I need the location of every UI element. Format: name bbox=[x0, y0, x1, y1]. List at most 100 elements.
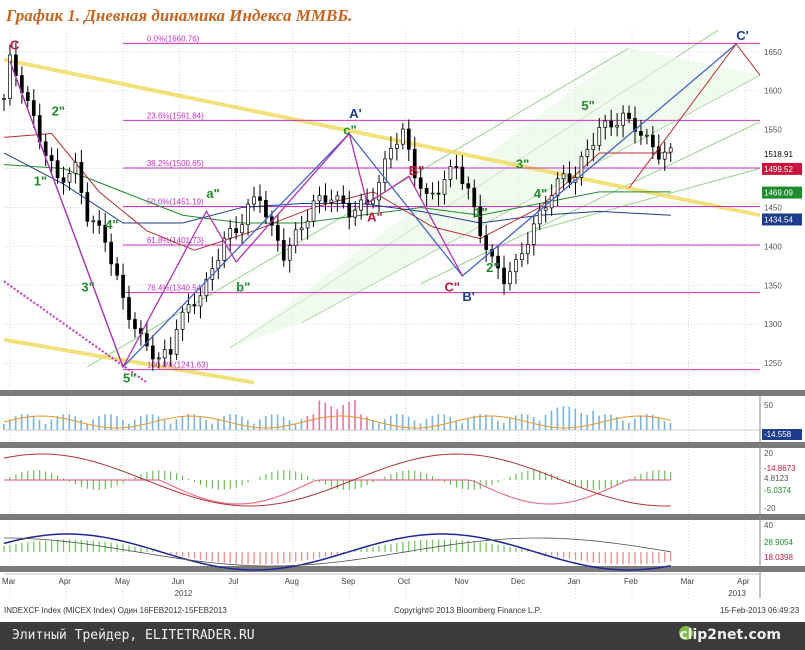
x-tick-Oct-7: Oct bbox=[398, 577, 411, 586]
p1-bar-83 bbox=[497, 420, 499, 430]
p1-bar-99 bbox=[592, 410, 594, 430]
y-tick-1550: 1550 bbox=[764, 126, 782, 135]
p1-bar-13 bbox=[80, 419, 82, 430]
channel-fill bbox=[230, 47, 761, 348]
p1-bar-16 bbox=[98, 416, 100, 430]
fib-label-6: 100.0%(1241.63) bbox=[147, 361, 209, 370]
right-label-0: 1499.52 bbox=[764, 165, 793, 174]
wave-label-19: C' bbox=[736, 28, 748, 43]
p1-bar-49 bbox=[294, 423, 297, 430]
candle-body-86 bbox=[514, 259, 518, 273]
p1-bar-82 bbox=[491, 416, 493, 430]
wave-label-12: 1" bbox=[474, 205, 487, 220]
yellow-trend-upper bbox=[3, 57, 761, 218]
candle-body-56 bbox=[335, 195, 340, 201]
candle-body-64 bbox=[383, 158, 387, 183]
candle-body-18 bbox=[109, 241, 113, 265]
p1-bar-68 bbox=[407, 416, 410, 430]
p1-bar-23 bbox=[139, 416, 142, 430]
right-label-1-bg bbox=[762, 186, 802, 199]
candle-body-43 bbox=[258, 196, 262, 201]
candle-body-67 bbox=[400, 128, 405, 145]
candle-body-33 bbox=[198, 295, 203, 307]
wave-label-4: 3" bbox=[81, 279, 94, 294]
candle-body-57 bbox=[341, 195, 346, 204]
chart-svg: 0.0%(1660.76) 23.6%(1561.84) 38.2%(1500.65… bbox=[0, 28, 805, 615]
p1-line bbox=[3, 415, 671, 429]
candle-body-28 bbox=[168, 349, 173, 355]
p1-bar-43 bbox=[258, 419, 261, 430]
candle-body-110 bbox=[656, 146, 661, 160]
p1-bar-112 bbox=[669, 422, 672, 430]
wave-label-15: B' bbox=[462, 289, 474, 304]
p1-bar-30 bbox=[181, 415, 184, 430]
wave-label-5: 5" bbox=[123, 371, 136, 386]
candle-body-38 bbox=[228, 228, 233, 239]
p2-tick-2: 4.8123 bbox=[764, 474, 789, 483]
wave-labels: C 2" 1" 4" 3" 5" a" b" A'c" B" A" 1" 2" C"B' 3" 4" 5" C' bbox=[10, 28, 749, 385]
candle-body-97 bbox=[579, 156, 584, 178]
p1-bar-101 bbox=[604, 414, 606, 430]
candle-body-25 bbox=[150, 345, 155, 360]
candle-body-109 bbox=[651, 134, 655, 148]
p1-bar-76 bbox=[455, 420, 458, 430]
p1-bar-3 bbox=[20, 414, 23, 430]
y-tick-1250: 1250 bbox=[764, 359, 782, 368]
wave-label-9: c" bbox=[343, 122, 356, 137]
p2-line bbox=[3, 453, 671, 507]
p1-bar-4 bbox=[26, 414, 29, 430]
candle-body-82 bbox=[490, 249, 494, 257]
p1-bar-104 bbox=[622, 420, 624, 430]
p1-bar-1 bbox=[8, 419, 11, 430]
candle-body-21 bbox=[127, 297, 131, 320]
candle-body-55 bbox=[329, 199, 334, 203]
p1-bar-66 bbox=[395, 414, 398, 430]
p1-bar-81 bbox=[485, 414, 487, 430]
fib-label-0: 0.0%(1660.76) bbox=[147, 34, 200, 43]
candle-body-42 bbox=[252, 196, 256, 205]
candle-body-13 bbox=[79, 161, 84, 193]
candle-body-65 bbox=[389, 148, 393, 160]
fib-label-3: 50.0%(1451.19) bbox=[147, 198, 204, 207]
right-label-2: 1434.54 bbox=[764, 215, 793, 224]
wave-label-14: C" bbox=[445, 279, 461, 294]
p1-bar-69 bbox=[413, 420, 416, 430]
p1-bar-15 bbox=[92, 419, 94, 430]
p1-bar-59 bbox=[354, 400, 356, 430]
p1-bar-87 bbox=[520, 414, 523, 430]
candle-body-60 bbox=[359, 199, 364, 211]
candle-body-104 bbox=[621, 112, 625, 126]
p1-bar-33 bbox=[199, 416, 202, 430]
candle-body-15 bbox=[91, 220, 96, 223]
candle-body-26 bbox=[156, 357, 161, 360]
p1-bar-79 bbox=[473, 415, 475, 430]
panel-sep-1 bbox=[0, 442, 805, 448]
wave-label-11: A" bbox=[367, 209, 383, 224]
candle-body-105 bbox=[627, 112, 631, 119]
right-label-0-bg bbox=[762, 162, 802, 175]
p1-bar-54 bbox=[324, 402, 327, 430]
wave-line-magenta bbox=[9, 60, 463, 369]
fib-label-5: 76.4%(1340.54) bbox=[147, 284, 204, 293]
p1-bar-20 bbox=[122, 419, 124, 430]
last-price-label-bg bbox=[762, 147, 802, 160]
candle-body-30 bbox=[180, 311, 185, 330]
p1-bar-77 bbox=[461, 423, 463, 430]
candle-body-34 bbox=[204, 279, 209, 297]
x-tick-Aug-5: Aug bbox=[285, 577, 299, 586]
p1-bar-60 bbox=[360, 414, 362, 430]
candle-body-73 bbox=[436, 192, 441, 195]
candle-body-101 bbox=[603, 120, 608, 128]
p1-bar-47 bbox=[282, 416, 285, 430]
candle-body-16 bbox=[97, 220, 102, 226]
wave-label-18: 5" bbox=[581, 98, 594, 113]
wave-label-1: 2" bbox=[52, 104, 65, 119]
p1-bar-93 bbox=[556, 407, 559, 430]
candle-body-71 bbox=[424, 188, 429, 194]
candle-body-54 bbox=[323, 195, 328, 203]
candle-body-95 bbox=[567, 173, 572, 183]
x-tick-Apr-13: Apr bbox=[737, 577, 750, 586]
fib-label-1: 23.6%(1561.84) bbox=[147, 111, 204, 120]
x-tick-Feb-11: Feb bbox=[624, 577, 638, 586]
p1-bar-110 bbox=[657, 417, 660, 430]
